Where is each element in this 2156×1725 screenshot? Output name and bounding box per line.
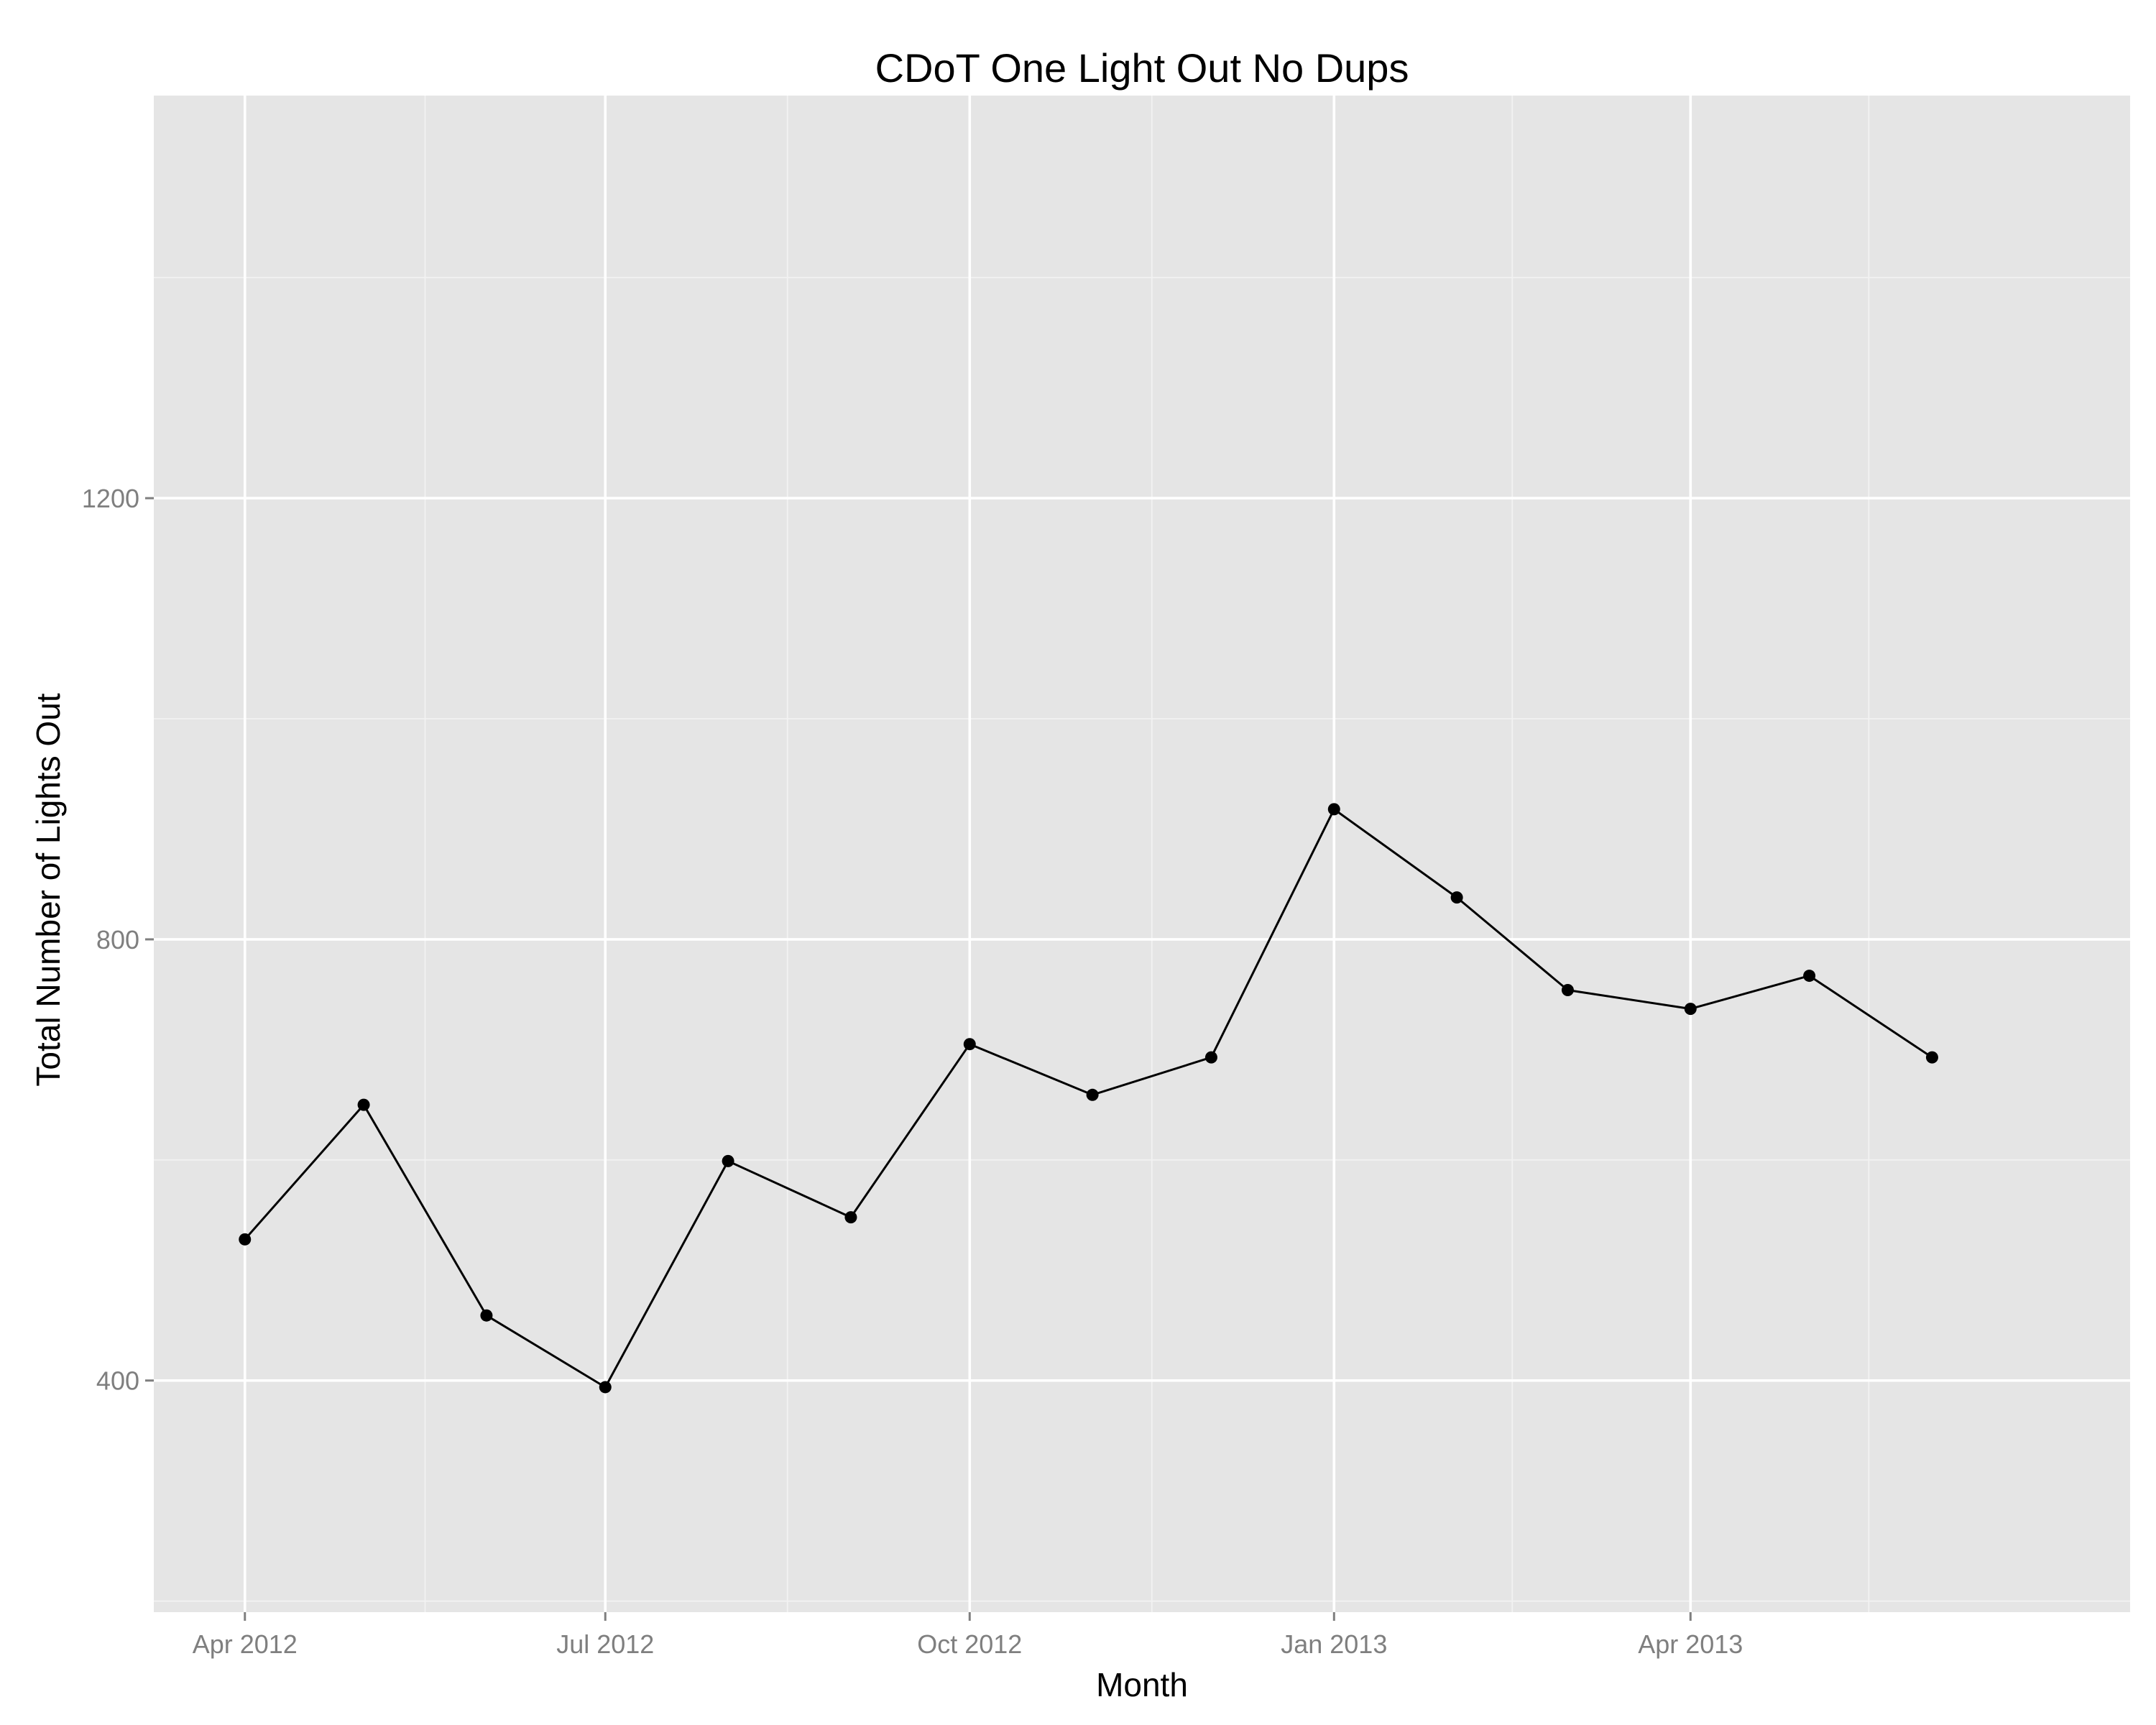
data-point xyxy=(480,1309,493,1322)
x-axis-title: Month xyxy=(1096,1666,1188,1703)
data-point xyxy=(1327,803,1340,816)
y-tick-label: 1200 xyxy=(82,484,139,513)
y-tick-label: 400 xyxy=(96,1366,139,1396)
data-point xyxy=(963,1038,976,1051)
axis-ticks xyxy=(145,497,1692,1621)
data-point xyxy=(357,1098,370,1111)
data-point xyxy=(1204,1051,1217,1064)
data-point xyxy=(239,1233,252,1246)
data-point xyxy=(1925,1051,1938,1064)
y-axis-title: Total Number of Lights Out xyxy=(29,693,67,1087)
y-tick-label: 800 xyxy=(96,925,139,954)
data-points xyxy=(239,803,1938,1394)
x-tick-label: Jul 2012 xyxy=(556,1629,654,1659)
x-tick-label: Jan 2013 xyxy=(1281,1629,1387,1659)
data-point xyxy=(844,1211,857,1224)
minor-gridlines xyxy=(154,96,2130,1612)
major-gridlines xyxy=(154,96,2130,1612)
data-point xyxy=(1086,1088,1099,1101)
x-tick-label: Apr 2012 xyxy=(193,1629,298,1659)
x-tick-label: Apr 2013 xyxy=(1638,1629,1743,1659)
data-point xyxy=(599,1381,612,1394)
x-tick-label: Oct 2012 xyxy=(917,1629,1022,1659)
x-tick-labels: Apr 2012 Jul 2012 Oct 2012 Jan 2013 Apr 2013 xyxy=(193,1629,1743,1659)
data-point xyxy=(1684,1003,1697,1016)
data-point xyxy=(1803,970,1816,983)
chart-title: CDoT One Light Out No Dups xyxy=(875,45,1409,91)
data-point xyxy=(1450,891,1463,904)
data-point xyxy=(722,1154,734,1167)
plot-panel xyxy=(154,96,2130,1612)
data-point xyxy=(1561,984,1574,997)
y-tick-labels: 400 800 1200 xyxy=(82,484,139,1396)
